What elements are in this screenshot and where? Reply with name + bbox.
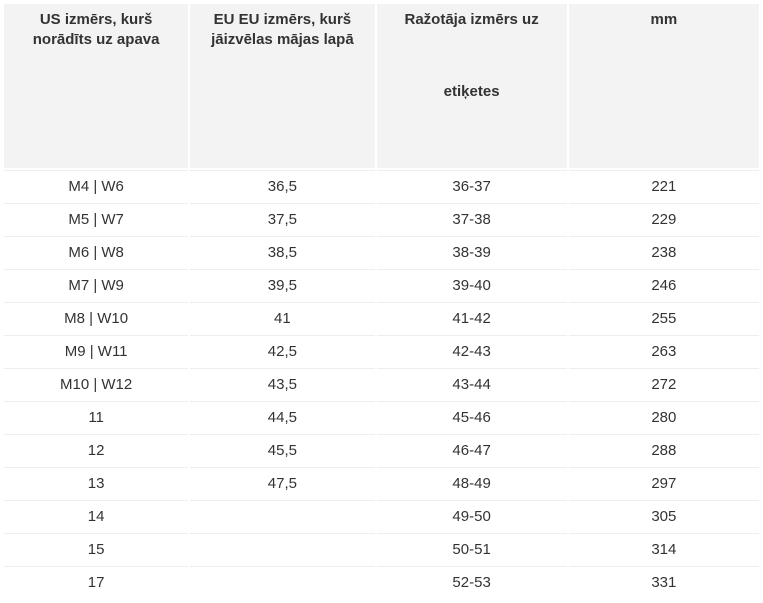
table-cell: 15 [4, 533, 188, 564]
table-cell: 229 [569, 203, 759, 234]
table-cell: M6 | W8 [4, 236, 188, 267]
table-cell: 280 [569, 401, 759, 432]
col-header-us-size: US izmērs, kurš norādīts uz apava [4, 4, 188, 168]
col-header-text: Ražotāja izmērs uz [385, 10, 559, 30]
size-chart-table: US izmērs, kurš norādīts uz apava EU EU … [2, 2, 761, 599]
table-cell: M5 | W7 [4, 203, 188, 234]
table-header-row: US izmērs, kurš norādīts uz apava EU EU … [4, 4, 759, 168]
table-body: M4 | W636,536-37221M5 | W737,537-38229M6… [4, 170, 759, 597]
table-cell: 38,5 [190, 236, 374, 267]
table-cell: 43-44 [377, 368, 567, 399]
table-cell: M9 | W11 [4, 335, 188, 366]
table-cell: 45-46 [377, 401, 567, 432]
table-row: 17 52-53331 [4, 566, 759, 597]
col-header-label-size: Ražotāja izmērs uz etiķetes [377, 4, 567, 168]
table-cell: 42-43 [377, 335, 567, 366]
col-header-eu-size: EU EU izmērs, kurš jāizvēlas mājas lapā [190, 4, 374, 168]
table-cell: 12 [4, 434, 188, 465]
table-cell: 52-53 [377, 566, 567, 597]
table-cell: 38-39 [377, 236, 567, 267]
table-cell [190, 500, 374, 531]
table-row: 1347,548-49297 [4, 467, 759, 498]
table-row: M4 | W636,536-37221 [4, 170, 759, 201]
table-cell: 238 [569, 236, 759, 267]
table-cell: M10 | W12 [4, 368, 188, 399]
table-cell: 50-51 [377, 533, 567, 564]
table-cell: 11 [4, 401, 188, 432]
table-cell: 263 [569, 335, 759, 366]
table-row: 14 49-50305 [4, 500, 759, 531]
col-header-mm: mm [569, 4, 759, 168]
table-cell: 36,5 [190, 170, 374, 201]
table-cell: 49-50 [377, 500, 567, 531]
table-cell: 39-40 [377, 269, 567, 300]
table-row: 1144,545-46280 [4, 401, 759, 432]
table-cell: 46-47 [377, 434, 567, 465]
table-cell: 14 [4, 500, 188, 531]
table-cell: 45,5 [190, 434, 374, 465]
table-cell: 42,5 [190, 335, 374, 366]
table-cell [190, 533, 374, 564]
table-cell: 272 [569, 368, 759, 399]
table-cell: 255 [569, 302, 759, 333]
table-cell: 17 [4, 566, 188, 597]
table-cell: 43,5 [190, 368, 374, 399]
col-header-text-bottom: etiķetes [385, 82, 559, 102]
table-cell: M8 | W10 [4, 302, 188, 333]
table-cell: 331 [569, 566, 759, 597]
table-row: M10 | W1243,543-44272 [4, 368, 759, 399]
table-cell: 37-38 [377, 203, 567, 234]
table-cell: 41 [190, 302, 374, 333]
table-row: M5 | W737,537-38229 [4, 203, 759, 234]
table-row: M6 | W838,538-39238 [4, 236, 759, 267]
table-cell [190, 566, 374, 597]
table-cell: 36-37 [377, 170, 567, 201]
table-row: 1245,546-47288 [4, 434, 759, 465]
table-cell: 305 [569, 500, 759, 531]
table-cell: 47,5 [190, 467, 374, 498]
col-header-text: mm [577, 10, 751, 30]
table-row: M9 | W1142,542-43263 [4, 335, 759, 366]
table-cell: 13 [4, 467, 188, 498]
table-cell: M4 | W6 [4, 170, 188, 201]
table-cell: M7 | W9 [4, 269, 188, 300]
table-row: M8 | W104141-42255 [4, 302, 759, 333]
table-cell: 288 [569, 434, 759, 465]
table-cell: 48-49 [377, 467, 567, 498]
table-cell: 246 [569, 269, 759, 300]
table-cell: 314 [569, 533, 759, 564]
col-header-text: EU EU izmērs, kurš jāizvēlas mājas lapā [198, 10, 366, 51]
table-cell: 221 [569, 170, 759, 201]
table-row: M7 | W939,539-40246 [4, 269, 759, 300]
table-cell: 37,5 [190, 203, 374, 234]
table-cell: 39,5 [190, 269, 374, 300]
table-row: 15 50-51314 [4, 533, 759, 564]
col-header-text: US izmērs, kurš norādīts uz apava [12, 10, 180, 51]
table-cell: 44,5 [190, 401, 374, 432]
table-cell: 297 [569, 467, 759, 498]
table-cell: 41-42 [377, 302, 567, 333]
